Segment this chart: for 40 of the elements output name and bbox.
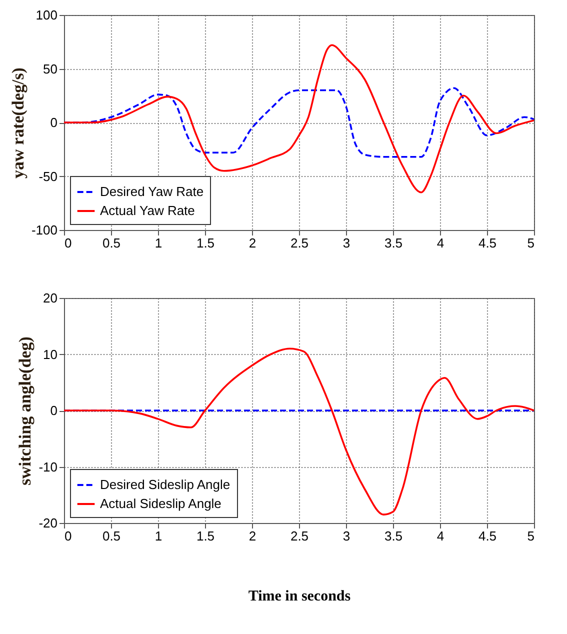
x-tick-label: 1.5 (196, 236, 215, 250)
y-tick-label: 10 (43, 346, 58, 362)
y-tick-label: 100 (36, 8, 58, 22)
x-tick-label: 0.5 (102, 236, 121, 250)
y-tick-label: 50 (43, 61, 58, 76)
x-tick-label: 4 (436, 528, 444, 544)
x-tick-label: 4.5 (478, 528, 497, 544)
legend-label: Actual Sideslip Angle (100, 496, 222, 511)
x-axis-title: Time in seconds (248, 588, 351, 604)
legend-label: Actual Yaw Rate (100, 203, 195, 218)
x-tick-label: 1 (154, 528, 162, 544)
x-tick-label: 3 (342, 528, 350, 544)
y-tick-label: 20 (43, 290, 58, 306)
x-tick-label: 4.5 (478, 236, 497, 250)
x-tick-label: 2 (248, 236, 256, 250)
y-tick-label: -50 (38, 168, 58, 184)
x-tick-label: 0 (64, 528, 72, 544)
x-tick-label: 0 (64, 236, 72, 250)
y-axis-title: yaw rate(deg/s) (8, 68, 28, 178)
x-tick-label: 2.5 (290, 236, 309, 250)
y-tick-label: -10 (38, 459, 58, 474)
y-tick-label: 0 (50, 115, 58, 130)
x-tick-label: 5 (527, 528, 534, 544)
x-tick-label: 3.5 (384, 236, 403, 250)
x-tick-label: 1.5 (196, 528, 215, 544)
y-tick-label: 0 (50, 403, 58, 418)
x-tick-label: 0.5 (102, 528, 121, 544)
x-tick-label: 3 (342, 236, 350, 250)
x-tick-label: 3.5 (384, 528, 403, 544)
x-tick-label: 5 (527, 236, 534, 250)
line-series (64, 348, 534, 516)
x-tick-label: 2.5 (290, 528, 309, 544)
legend-label: Desired Sideslip Angle (100, 477, 230, 492)
x-tick-label: 1 (154, 236, 162, 250)
x-tick-label: 2 (248, 528, 256, 544)
y-tick-label: -20 (38, 516, 58, 530)
x-tick-label: 4 (436, 236, 444, 250)
y-tick-label: -100 (31, 222, 58, 238)
legend-label: Desired Yaw Rate (100, 184, 204, 199)
y-axis-title: switching angle(deg) (16, 336, 35, 486)
